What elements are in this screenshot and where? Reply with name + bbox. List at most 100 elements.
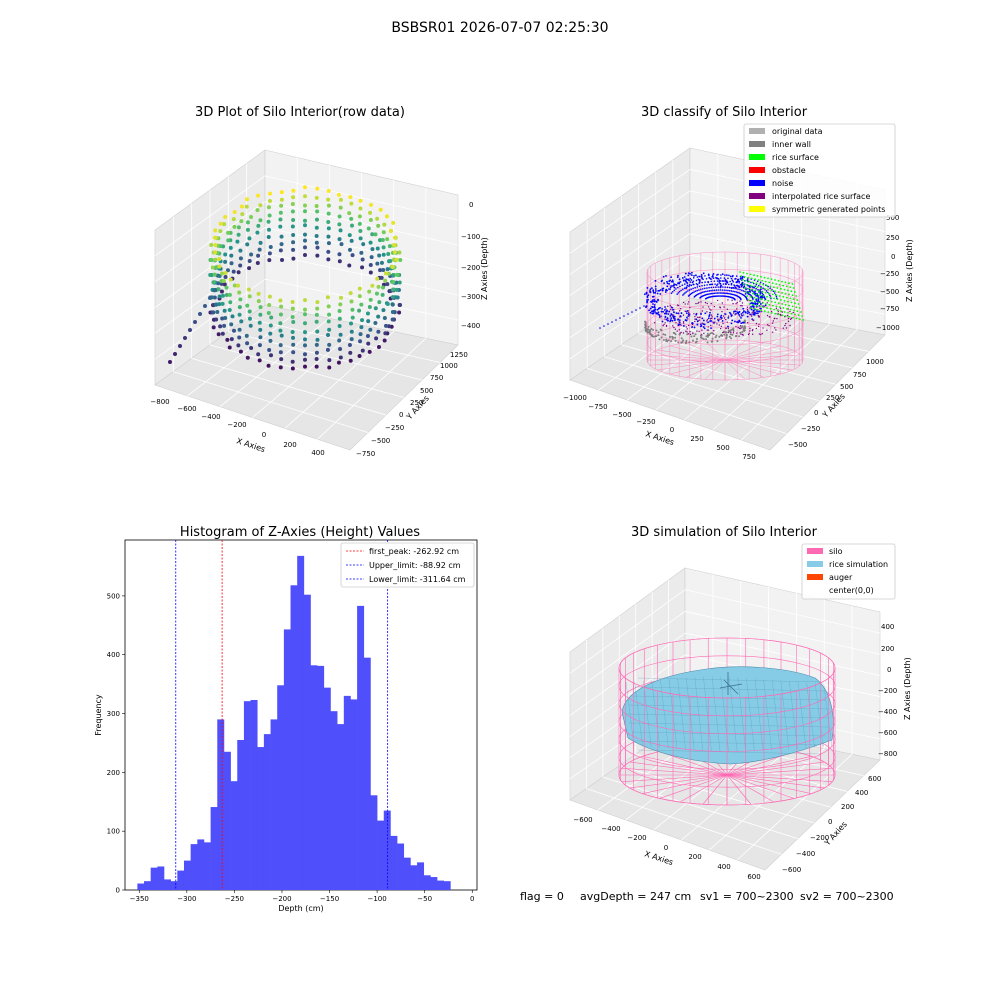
noise-point: [653, 306, 656, 309]
raw-point: [349, 201, 354, 206]
noise-point: [674, 283, 677, 286]
histogram-y-ticks: 0 100 200 300 400 500: [107, 592, 125, 895]
raw-point: [290, 209, 295, 214]
noise-point: [696, 286, 699, 288]
raw-point: [211, 310, 216, 315]
interpolated-point: [709, 308, 711, 310]
raw-point: [245, 355, 250, 360]
classify-x-tick: 500: [716, 444, 729, 452]
rice-surface-point: [741, 279, 744, 281]
noise-point: [687, 274, 690, 277]
interpolated-point: [751, 314, 753, 316]
rice-surface-point: [774, 279, 776, 281]
histogram-bar: [370, 795, 378, 890]
raw-point: [256, 291, 261, 296]
raw-point: [338, 332, 343, 337]
noise-point: [696, 283, 699, 286]
noise-point: [732, 281, 735, 283]
raw-point: [337, 324, 342, 329]
raw-point: [267, 303, 272, 308]
raw-z-tick: −200: [461, 264, 480, 272]
sim-x-label: X Axies: [643, 849, 674, 867]
legend-label-symmetric: symmetric generated points: [772, 205, 885, 214]
histogram-x-tick-label: −250: [225, 895, 244, 903]
raw-point: [291, 232, 296, 237]
noise-point: [701, 291, 704, 294]
raw-point: [266, 234, 271, 239]
raw-point: [291, 195, 296, 200]
raw-point: [314, 319, 319, 324]
noise-point: [731, 319, 734, 322]
noise-point: [725, 292, 727, 295]
rice-surface-point: [746, 283, 748, 286]
raw-point: [232, 209, 237, 214]
rice-surface-point: [756, 308, 759, 311]
raw-point: [239, 204, 244, 209]
inner-wall-point: [691, 339, 694, 342]
raw-point: [349, 299, 354, 304]
raw-point: [314, 240, 319, 245]
raw-point: [375, 276, 380, 281]
noise-point: [670, 285, 673, 287]
raw-point: [337, 237, 342, 242]
raw-point: [266, 205, 271, 210]
noise-point: [669, 286, 672, 289]
interpolated-point: [662, 324, 664, 327]
noise-point: [759, 292, 762, 295]
interpolated-point: [773, 317, 776, 320]
legend-swatch-inner-wall: [749, 141, 765, 147]
raw-point: [208, 296, 212, 300]
noise-point: [661, 279, 663, 282]
noise-point: [726, 280, 728, 283]
histogram-bar: [357, 605, 365, 890]
histogram-bar: [337, 724, 345, 890]
rice-surface-point: [756, 286, 759, 289]
noise-point: [672, 308, 674, 311]
noise-point: [646, 301, 648, 304]
raw-point: [221, 278, 226, 283]
raw-point: [291, 240, 296, 245]
rice-surface-point: [762, 306, 765, 309]
noise-point: [690, 279, 693, 281]
noise-point: [673, 315, 676, 318]
interpolated-point: [774, 327, 776, 329]
interpolated-point: [722, 322, 724, 325]
rice-surface-point: [797, 303, 800, 305]
rice-surface-point: [793, 309, 795, 312]
noise-point: [728, 274, 730, 277]
noise-point: [720, 274, 722, 276]
histogram-bar: [223, 751, 231, 890]
inner-wall-point: [664, 333, 667, 336]
rice-surface-point: [752, 292, 754, 295]
raw-point: [384, 323, 389, 328]
noise-point: [731, 287, 733, 289]
noise-point: [717, 319, 720, 322]
noise-point: [719, 316, 722, 319]
rice-surface-point: [760, 298, 763, 301]
histogram-bar: [250, 700, 258, 890]
noise-point: [767, 285, 769, 288]
noise-point: [652, 290, 655, 293]
raw-point: [379, 260, 384, 265]
noise-point: [725, 283, 727, 285]
noise-point: [741, 282, 743, 285]
rice-surface-point: [778, 283, 781, 286]
noise-point: [672, 280, 674, 283]
noise-point: [615, 319, 617, 321]
interpolated-point: [689, 331, 691, 333]
classify-y-tick: 1000: [866, 358, 884, 366]
interpolated-point: [766, 329, 768, 331]
noise-point: [678, 321, 681, 324]
noise-point: [666, 289, 668, 292]
noise-point: [734, 278, 736, 280]
raw-point: [245, 227, 250, 232]
raw-point: [315, 300, 320, 305]
noise-point: [772, 290, 775, 293]
noise-point: [681, 288, 684, 291]
noise-point: [721, 292, 723, 294]
raw-point: [338, 205, 343, 210]
noise-point: [686, 290, 689, 292]
raw-point: [303, 194, 307, 199]
raw-point: [278, 298, 283, 303]
noise-point: [664, 315, 667, 318]
